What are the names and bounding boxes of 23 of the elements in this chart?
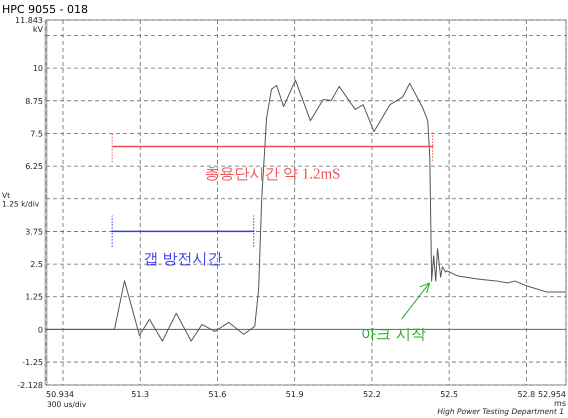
x-tick-label: 52.8	[517, 390, 536, 399]
y-tick-label: 7.5	[30, 129, 43, 138]
y-tick-label: 8.75	[25, 96, 43, 106]
y-tick-label: 1.25	[25, 292, 43, 302]
x-tick-label: 51.9	[286, 390, 304, 399]
x-tick-label: 52.954 ms	[538, 390, 566, 408]
x-tick-label: 50.934	[46, 390, 74, 399]
line-series	[46, 80, 566, 342]
y-tick-label: 11.843 kV	[15, 16, 44, 34]
x-tick-label: 51.3	[131, 390, 150, 399]
y-tick-label: 0	[38, 325, 43, 334]
x-tick-label: 52.2	[362, 390, 381, 399]
series-label: 갭 방전시간	[144, 251, 222, 268]
y-tick-label: 3.75	[25, 227, 43, 236]
y-tick-label: 10	[32, 64, 43, 74]
chart-title: HPC 9055 - 018	[2, 3, 88, 16]
x-tick-label: 52.5	[440, 390, 458, 399]
y-tick-label: 6.25	[25, 162, 43, 172]
annotation: 아크 시작	[361, 325, 426, 344]
x-tick-label: 51.6	[208, 390, 226, 399]
y-tick-label: -2.128	[17, 381, 43, 390]
y-tick-label: 2.5	[30, 260, 43, 270]
y-tick-label: -1.25	[22, 358, 43, 368]
